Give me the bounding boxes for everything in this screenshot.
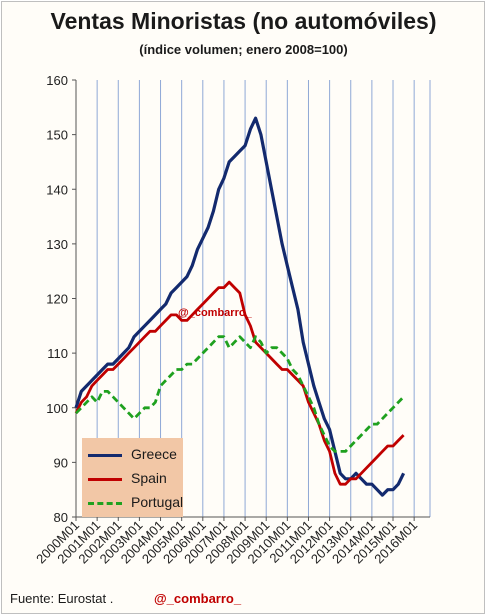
- legend: Greece Spain Portugal: [82, 438, 183, 517]
- legend-item-spain: Spain: [88, 469, 183, 489]
- footer-source: Fuente: Eurostat .: [10, 591, 114, 606]
- tick-labels: 2000M012001M012002M012003M012004M012005M…: [33, 73, 420, 566]
- series-line-portugal: [75, 335, 405, 453]
- legend-label-portugal: Portugal: [131, 494, 184, 510]
- y-tick-label: 100: [46, 401, 68, 416]
- axes: [72, 79, 430, 521]
- watermark-annotation: @_combarro_: [178, 307, 253, 319]
- y-tick-label: 120: [46, 292, 68, 307]
- legend-label-greece: Greece: [131, 446, 177, 462]
- legend-swatch-spain: [88, 478, 122, 481]
- footer-handle: @_combarro_: [154, 591, 242, 606]
- series-line-spain: [74, 280, 405, 486]
- legend-item-portugal: Portugal: [88, 493, 183, 513]
- y-tick-label: 130: [46, 237, 68, 252]
- chart-subtitle: (índice volumen; enero 2008=100): [139, 42, 348, 57]
- legend-label-spain: Spain: [131, 470, 167, 486]
- legend-item-greece: Greece: [88, 445, 183, 465]
- chart-title: Ventas Minoristas (no automóviles): [50, 8, 437, 34]
- y-tick-label: 80: [54, 510, 68, 525]
- y-tick-label: 110: [47, 346, 68, 361]
- legend-swatch-greece: [88, 454, 122, 457]
- y-tick-label: 160: [46, 73, 68, 88]
- y-tick-label: 90: [54, 455, 68, 470]
- y-tick-label: 140: [46, 182, 68, 197]
- y-tick-label: 150: [46, 128, 68, 143]
- legend-swatch-portugal: [88, 502, 122, 505]
- series-lines: [74, 116, 406, 497]
